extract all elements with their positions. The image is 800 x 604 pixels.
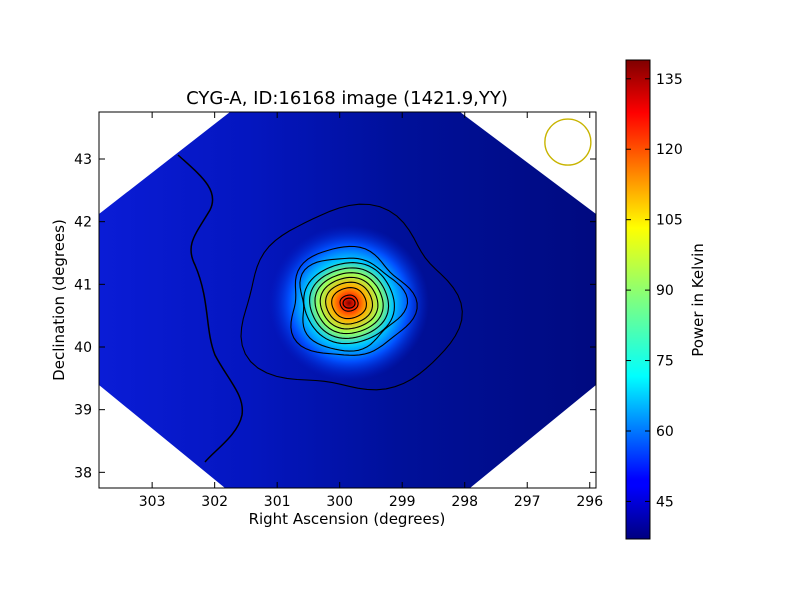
contour-level [339,294,359,312]
x-tick-label: 296 [576,494,603,510]
y-tick-label: 42 [74,215,92,231]
x-axis: 303 302 301 300 299 298 297 296 [139,112,603,510]
y-tick-label: 40 [74,340,92,356]
colorbar-tick-label: 75 [656,354,674,370]
contour-level [314,272,384,335]
colorbar-tick-label: 120 [656,142,683,158]
image-layer [99,112,596,488]
source-emission [269,225,430,382]
colorbar-label: Power in Kelvin [689,243,707,357]
x-axis-label: Right Ascension (degrees) [249,510,446,528]
colorbar-ticks: 45 60 75 90 105 120 135 [626,72,683,510]
contour-level [303,262,395,345]
colorbar-gradient [625,59,651,540]
contour-level [331,287,367,320]
y-tick-label: 41 [74,277,92,293]
colorbar-tick-label: 90 [656,283,674,299]
x-tick-label: 297 [514,494,541,510]
contour-lines [240,203,463,391]
colorbar-tick-label: 105 [656,213,683,229]
colorbar-tick-label: 60 [656,424,674,440]
chart-title: CYG-A, ID:16168 image (1421.9,YY) [186,88,508,109]
colorbar: 45 60 75 90 105 120 135 Power in Kelvin [625,59,707,540]
x-tick-label: 301 [264,494,291,510]
x-tick-label: 298 [451,494,478,510]
contour-level [309,267,390,339]
x-tick-label: 302 [201,494,228,510]
axes-frame [98,111,597,489]
contour-level [319,276,379,330]
x-tick-label: 299 [389,494,416,510]
y-tick-label: 43 [74,152,92,168]
contour-level [240,203,463,391]
colorbar-tick-label: 45 [656,494,674,510]
contour-level [290,245,418,356]
y-axis-label: Declination (degrees) [50,219,68,381]
beam-marker-icon [544,118,592,166]
x-tick-label: 300 [326,494,353,510]
colorbar-tick-label: 135 [656,72,683,88]
contour-peak [342,297,356,309]
y-axis: 38 39 40 41 42 43 [74,152,596,481]
contour-level [325,281,374,325]
x-tick-label: 303 [139,494,166,510]
y-tick-label: 38 [74,465,92,481]
y-tick-label: 39 [74,403,92,419]
contour-outer-left [177,154,244,463]
